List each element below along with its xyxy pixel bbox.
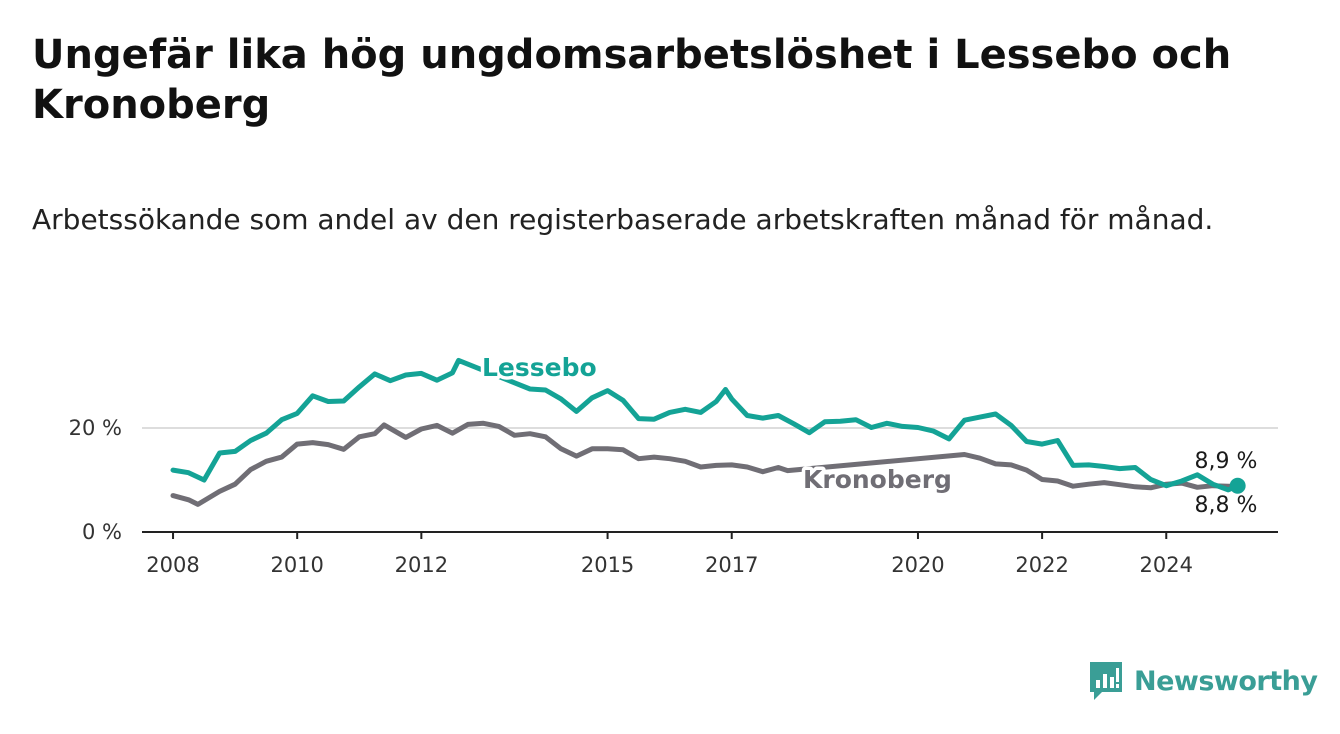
x-tick-label: 2008 [146,553,199,577]
kronoberg-end-label: 8,8 % [1195,493,1258,518]
x-tick-label: 2015 [581,553,634,577]
y-tick-label: 0 % [82,520,122,544]
x-tick-label: 2020 [891,553,944,577]
x-tick-label: 2022 [1015,553,1068,577]
bar-chart-logo-icon [1090,662,1122,700]
y-tick-label: 20 % [69,416,122,440]
series-layer [170,357,1241,507]
x-tick-label: 2017 [705,553,758,577]
axis-layer: 0 % 20 % 2008 2010 2012 2015 2017 2020 2022 2024 [69,416,1278,577]
lessebo-line [170,357,1241,493]
label-layer: Lessebo Kronoberg 8,9 % 8,8 % [479,350,1258,519]
chart-title: Ungefär lika hög ungdomsarbetslöshet i L… [32,32,1232,128]
kronoberg-line [170,420,1241,507]
lessebo-series-label: Lessebo [482,353,597,382]
brand-name: Newsworthy [1134,665,1318,697]
x-tick-label: 2024 [1140,553,1193,577]
brand-logo: Newsworthy [1088,660,1318,702]
kronoberg-series-label: Kronoberg [803,465,952,494]
line-chart: 0 %20 %2008 2010 2012 2015 2017 2020 2022 2024 … [69,350,1278,577]
x-tick-label: 2012 [395,553,448,577]
x-tick-label: 2010 [270,553,323,577]
chart-subtitle: Arbetssökande som andel av den registerb… [32,203,1214,236]
lessebo-end-marker [1229,477,1246,494]
lessebo-end-label: 8,9 % [1195,449,1258,474]
